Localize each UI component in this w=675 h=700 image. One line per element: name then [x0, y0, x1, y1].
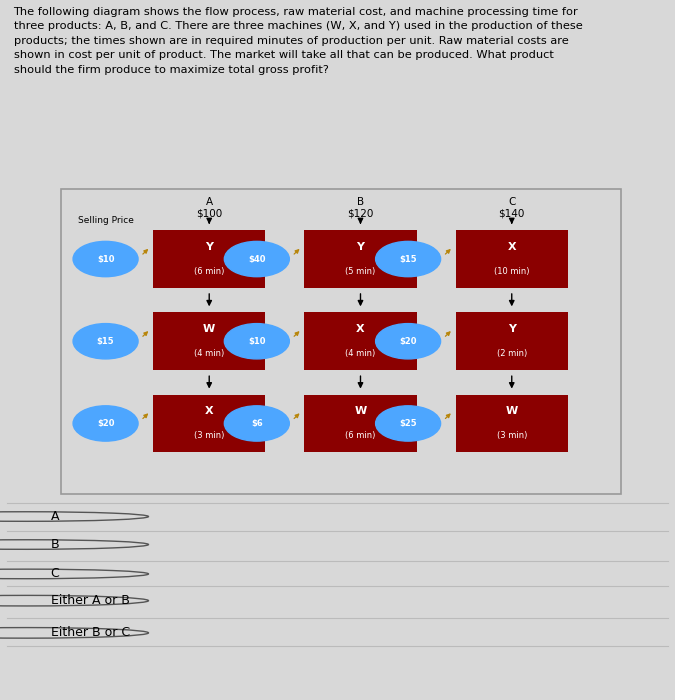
Text: $10: $10	[248, 337, 265, 346]
Circle shape	[375, 323, 441, 359]
Bar	[304, 312, 416, 370]
Text: X: X	[205, 406, 213, 416]
Text: (4 min): (4 min)	[194, 349, 224, 358]
Text: (4 min): (4 min)	[346, 349, 375, 358]
Text: Either B or C: Either B or C	[51, 626, 130, 639]
Circle shape	[73, 323, 138, 359]
Circle shape	[375, 406, 441, 441]
Text: (6 min): (6 min)	[194, 267, 224, 276]
Text: $20: $20	[97, 419, 114, 428]
Text: $10: $10	[97, 255, 114, 263]
Circle shape	[224, 406, 290, 441]
Bar	[153, 230, 265, 288]
Text: $25: $25	[400, 419, 417, 428]
Text: (3 min): (3 min)	[497, 431, 527, 440]
Text: Selling Price: Selling Price	[78, 216, 134, 225]
Text: X: X	[356, 324, 365, 334]
Circle shape	[73, 406, 138, 441]
Text: $120: $120	[348, 209, 374, 219]
Circle shape	[224, 323, 290, 359]
Circle shape	[0, 512, 148, 522]
Circle shape	[375, 241, 441, 276]
Text: A: A	[206, 197, 213, 206]
Text: Either A or B: Either A or B	[51, 594, 130, 607]
Bar	[456, 395, 568, 452]
Text: The following diagram shows the flow process, raw material cost, and machine pro: The following diagram shows the flow pro…	[14, 7, 583, 75]
Text: (3 min): (3 min)	[194, 431, 224, 440]
Text: C: C	[508, 197, 516, 206]
Text: $100: $100	[196, 209, 222, 219]
Text: W: W	[203, 324, 215, 334]
Text: Y: Y	[356, 242, 365, 252]
Text: X: X	[508, 242, 516, 252]
Text: $140: $140	[499, 209, 525, 219]
Circle shape	[0, 569, 148, 579]
Text: $20: $20	[400, 337, 417, 346]
Circle shape	[0, 540, 148, 550]
Text: B: B	[357, 197, 364, 206]
Text: A: A	[51, 510, 59, 523]
Text: C: C	[51, 568, 59, 580]
Text: B: B	[51, 538, 59, 551]
Text: (10 min): (10 min)	[494, 267, 529, 276]
Text: $15: $15	[400, 255, 417, 263]
Circle shape	[73, 241, 138, 276]
Text: Y: Y	[508, 324, 516, 334]
Text: Y: Y	[205, 242, 213, 252]
Circle shape	[224, 241, 290, 276]
Text: (2 min): (2 min)	[497, 349, 527, 358]
Text: W: W	[354, 406, 367, 416]
Text: $40: $40	[248, 255, 265, 263]
Bar	[153, 312, 265, 370]
Bar	[153, 395, 265, 452]
Text: W: W	[506, 406, 518, 416]
Text: (5 min): (5 min)	[346, 267, 375, 276]
Text: (6 min): (6 min)	[346, 431, 376, 440]
Circle shape	[0, 596, 148, 606]
Bar	[456, 312, 568, 370]
Bar	[456, 230, 568, 288]
Text: $6: $6	[251, 419, 263, 428]
Bar	[304, 395, 416, 452]
Bar	[304, 230, 416, 288]
Circle shape	[0, 628, 148, 638]
Text: $15: $15	[97, 337, 114, 346]
